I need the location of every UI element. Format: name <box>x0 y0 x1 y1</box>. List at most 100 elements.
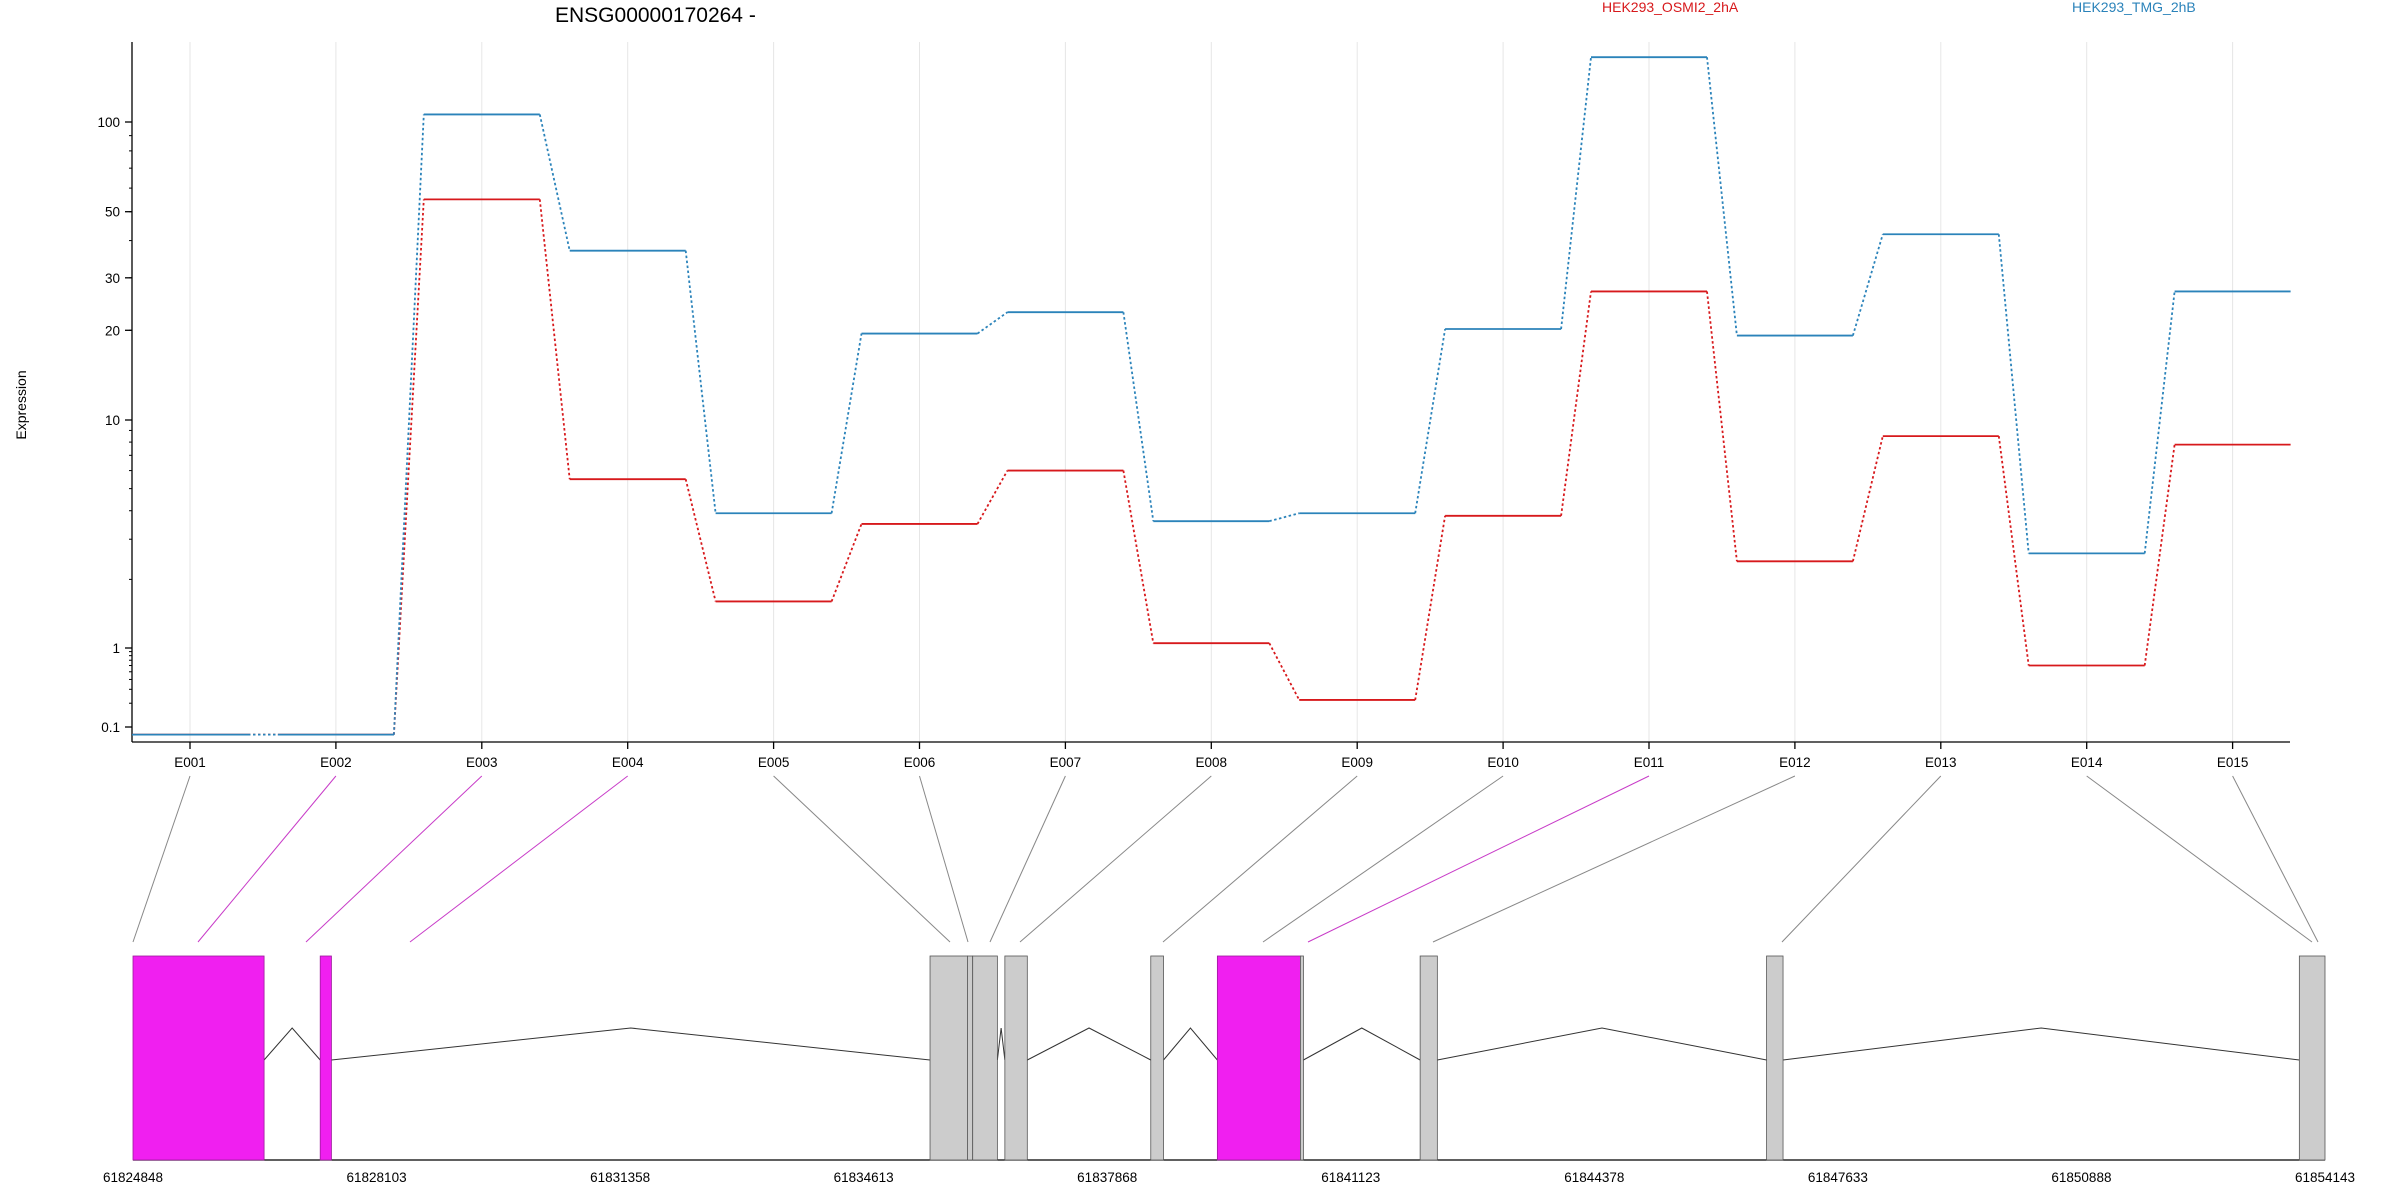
y-tick-label: 100 <box>97 115 120 130</box>
series-0-ramp-6 <box>1122 470 1155 644</box>
y-tick-label: 50 <box>105 205 120 220</box>
series-1-ramp-4 <box>830 333 863 514</box>
connector-E002 <box>197 775 337 943</box>
series-0-ramp-5 <box>976 470 1009 525</box>
intron-6 <box>1163 1027 1218 1061</box>
exon-E004 <box>967 955 974 1161</box>
connector-E010 <box>1262 775 1504 943</box>
x-tick-label-E005: E005 <box>758 755 790 770</box>
x-tick-label-E014: E014 <box>2071 755 2103 770</box>
x-tick-label-E002: E002 <box>320 755 352 770</box>
connector-E012 <box>1432 775 1796 943</box>
series-1-ramp-7 <box>1269 512 1300 523</box>
x-tick-label-E015: E015 <box>2217 755 2249 770</box>
connector-E015 <box>2232 775 2319 943</box>
exon-E006 <box>1004 955 1028 1161</box>
series-1-ramp-9 <box>1560 57 1592 330</box>
exon-connectors <box>132 775 2319 943</box>
intron-5 <box>1027 1027 1152 1061</box>
x-tick-label-E008: E008 <box>1196 755 1228 770</box>
exon-E007 <box>1150 955 1164 1161</box>
series-1-ramp-5 <box>976 311 1008 335</box>
series-1-ramp-6 <box>1122 312 1155 522</box>
intron-1 <box>331 1027 931 1061</box>
series-0-ramp-1 <box>393 199 425 735</box>
x-tick-label-E001: E001 <box>174 755 206 770</box>
chart-title: ENSG00000170264 - <box>555 4 756 27</box>
y-axis-label: Expression <box>13 370 29 439</box>
series-0-ramp-2 <box>538 199 571 480</box>
intron-10 <box>1782 1027 2300 1061</box>
series-0-ramp-8 <box>1414 515 1446 701</box>
connector-E007 <box>989 775 1066 943</box>
connector-E013 <box>1781 775 1942 943</box>
series-1-ramp-10 <box>1706 57 1738 336</box>
exon-E001 <box>132 955 265 1161</box>
x-tick-label-E011: E011 <box>1634 755 1665 770</box>
exon-E002 <box>319 955 332 1161</box>
series-1-ramp-8 <box>1414 328 1446 514</box>
coordinate-label-9: 61854143 <box>2295 1170 2355 1185</box>
legend-entry-1: HEK293_TMG_2hB <box>2072 0 2196 15</box>
series-0-ramp-10 <box>1706 291 1738 562</box>
exon-E010 <box>1419 955 1438 1161</box>
x-tick-label-E004: E004 <box>612 755 644 770</box>
grid-lines <box>189 42 2234 742</box>
coordinate-label-2: 61831358 <box>590 1170 650 1185</box>
series-0-ramp-11 <box>1852 435 1884 562</box>
connector-E001 <box>132 775 191 943</box>
connector-E006 <box>919 775 969 943</box>
exon-E003 <box>929 955 968 1161</box>
coordinate-label-6: 61844378 <box>1564 1170 1624 1185</box>
coordinate-label-4: 61837868 <box>1077 1170 1137 1185</box>
exon-E009 <box>1300 955 1304 1161</box>
connector-E011 <box>1307 775 1650 943</box>
x-tick-label-E003: E003 <box>466 755 498 770</box>
series-1-ramp-12 <box>1997 234 2030 554</box>
gene-model: 61824848 61828103 61831358 61834613 61837868… <box>103 955 2355 1185</box>
connector-E009 <box>1162 775 1358 943</box>
series-lines <box>132 56 2291 736</box>
legend-entry-0: HEK293_OSMI2_2hA <box>1602 0 1739 15</box>
intron-8 <box>1303 1027 1421 1061</box>
series-0 <box>132 198 2291 736</box>
connector-E003 <box>305 775 483 943</box>
series-1-ramp-1 <box>393 114 425 735</box>
coordinate-label-0: 61824848 <box>103 1170 163 1185</box>
series-0-ramp-3 <box>684 478 717 602</box>
x-tick-label-E012: E012 <box>1779 755 1811 770</box>
coordinate-label-8: 61850888 <box>2051 1170 2111 1185</box>
intron-0 <box>263 1027 321 1061</box>
series-1-ramp-2 <box>538 114 571 251</box>
series-0-ramp-13 <box>2143 444 2176 666</box>
series-1-ramp-13 <box>2143 291 2176 554</box>
exon-E011 <box>1766 955 1784 1161</box>
intron-4 <box>996 1027 1006 1061</box>
coordinate-label-3: 61834613 <box>834 1170 894 1185</box>
y-tick-label: 20 <box>105 323 120 338</box>
y-tick-label: 1 <box>112 641 120 656</box>
series-0-ramp-9 <box>1560 291 1592 516</box>
x-tick-label-E010: E010 <box>1487 755 1519 770</box>
x-tick-label-E009: E009 <box>1341 755 1373 770</box>
exon-E012 <box>2298 955 2326 1161</box>
series-0-ramp-4 <box>830 523 863 602</box>
y-tick-label: 10 <box>105 413 120 428</box>
connector-E014 <box>2086 775 2313 943</box>
series-0-ramp-7 <box>1268 642 1300 701</box>
x-tick-label-E007: E007 <box>1050 755 1082 770</box>
intron-9 <box>1437 1027 1767 1061</box>
exon-E008 <box>1216 955 1301 1161</box>
series-0-ramp-12 <box>1997 435 2030 666</box>
coordinate-label-7: 61847633 <box>1808 1170 1868 1185</box>
connector-E005 <box>773 775 951 943</box>
connector-E008 <box>1019 775 1212 943</box>
x-tick-label-E006: E006 <box>904 755 936 770</box>
coordinate-label-5: 61841123 <box>1321 1170 1380 1185</box>
x-tick-label-E013: E013 <box>1925 755 1957 770</box>
coordinate-label-1: 61828103 <box>347 1170 407 1185</box>
series-1 <box>132 56 2291 736</box>
y-tick-label: 0.1 <box>101 720 120 735</box>
y-tick-label: 30 <box>105 271 120 286</box>
